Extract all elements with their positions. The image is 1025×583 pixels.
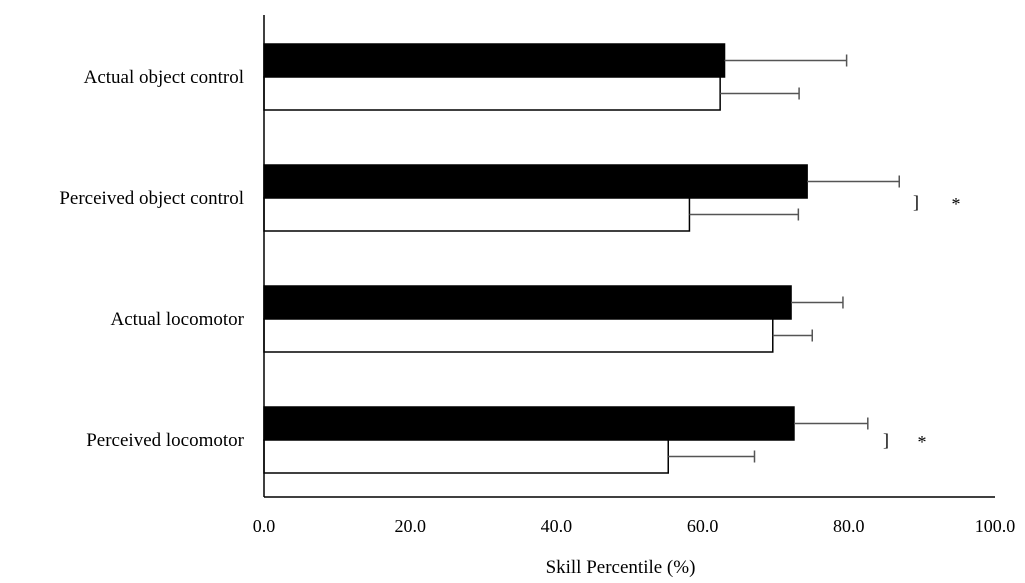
category-label: Actual object control <box>84 67 244 88</box>
x-tick-label: 20.0 <box>394 516 426 536</box>
x-tick-label: 0.0 <box>253 516 276 536</box>
x-tick-label: 60.0 <box>687 516 719 536</box>
bars-layer <box>263 43 808 474</box>
bar-open <box>263 197 691 232</box>
bar-open <box>263 439 669 474</box>
x-tick-labels: 0.0 20.0 40.0 60.0 80.0 100.0 <box>253 516 1016 536</box>
bar-filled <box>263 164 808 199</box>
bar-filled <box>263 406 795 441</box>
x-tick-label: 40.0 <box>541 516 573 536</box>
category-label: Perceived locomotor <box>86 430 244 451</box>
bar-open <box>263 76 721 111</box>
significance-asterisk: * <box>918 432 927 452</box>
category-label: Perceived object control <box>59 188 244 209</box>
bar-filled <box>263 43 726 78</box>
error-bars-layer <box>668 54 900 463</box>
x-axis-title: Skill Percentile (%) <box>546 557 696 578</box>
category-labels: Actual object control Perceived object co… <box>59 67 244 451</box>
x-tick-label: 100.0 <box>975 516 1016 536</box>
bar-filled <box>263 285 792 320</box>
significance-bracket: ] <box>913 192 919 212</box>
significance-annotations: ] *] * <box>883 192 961 452</box>
category-label: Actual locomotor <box>111 309 245 330</box>
x-tick-label: 80.0 <box>833 516 865 536</box>
bar-open <box>263 318 774 353</box>
significance-bracket: ] <box>883 430 889 450</box>
significance-asterisk: * <box>952 194 961 214</box>
